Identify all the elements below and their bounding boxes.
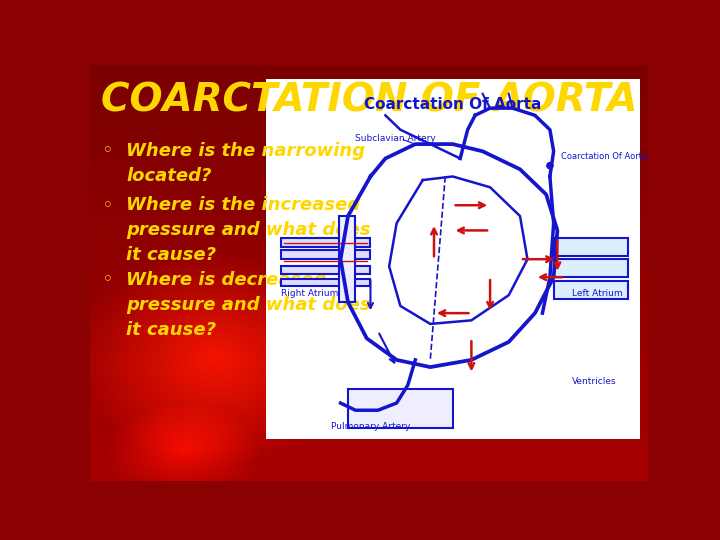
Text: Where is decreased: Where is decreased: [126, 271, 327, 288]
Text: Coarctation Of Aorta: Coarctation Of Aorta: [364, 97, 541, 112]
Bar: [554, 281, 629, 299]
Text: Where is the narrowing: Where is the narrowing: [126, 141, 365, 160]
Bar: [266, 79, 639, 439]
Text: Subclavian Artery: Subclavian Artery: [356, 134, 436, 143]
Text: Pulmonary Artery: Pulmonary Artery: [330, 422, 410, 431]
Circle shape: [546, 163, 553, 169]
Text: ◦: ◦: [101, 141, 112, 161]
Text: it cause?: it cause?: [126, 321, 217, 339]
Text: it cause?: it cause?: [126, 246, 217, 264]
Text: pressure and what does: pressure and what does: [126, 295, 371, 314]
Bar: [338, 216, 356, 302]
Text: ◦: ◦: [101, 196, 112, 215]
Bar: [348, 389, 453, 428]
Bar: [281, 238, 371, 247]
Text: Coarctation Of Aorta: Coarctation Of Aorta: [561, 152, 647, 161]
Bar: [554, 238, 629, 255]
Text: ◦: ◦: [101, 271, 112, 289]
Bar: [281, 279, 371, 286]
Text: pressure and what does: pressure and what does: [126, 221, 371, 239]
Bar: [281, 266, 371, 274]
Text: Ventricles: Ventricles: [572, 377, 617, 386]
Text: COARCTATION OF AORTA: COARCTATION OF AORTA: [101, 81, 637, 119]
Text: Where is the increased: Where is the increased: [126, 196, 361, 214]
Bar: [554, 259, 629, 277]
Text: Right Atrium: Right Atrium: [281, 289, 338, 298]
Text: Left Atrium: Left Atrium: [572, 289, 623, 298]
Bar: [281, 250, 371, 259]
Text: located?: located?: [126, 167, 212, 185]
